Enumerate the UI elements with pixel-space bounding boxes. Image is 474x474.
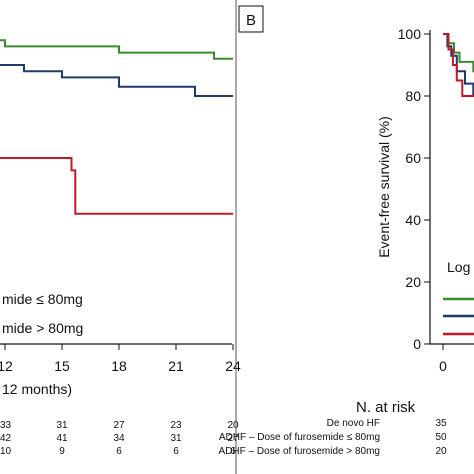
panel-a-risk-cell: 10 <box>0 446 12 457</box>
panel-b-y-axis-label: Event-free survival (%) <box>376 116 392 258</box>
panel-a-risk-cell: 6 <box>173 446 179 457</box>
panel-a-series-3-line <box>0 157 233 215</box>
panel-b: B 100 80 60 40 20 0 0 Event-free survival (%)… <box>219 5 474 457</box>
panel-b-risk-table: De novo HF 35 ADHF – Dose of furosemide ≤ … <box>219 418 447 457</box>
panel-b-series-group <box>443 33 474 97</box>
panel-a-risk-cell: 20 <box>227 420 239 431</box>
panel-b-y-ticks: 100 80 60 40 20 0 <box>398 26 430 352</box>
panel-b-y-tick-label: 100 <box>398 26 422 42</box>
panel-a-risk-cell: 34 <box>113 433 125 444</box>
panel-a-risk-cell: 42 <box>0 433 12 444</box>
panel-a-risk-cell: 27 <box>113 420 125 431</box>
panel-b-legend-title: Log <box>447 259 470 275</box>
panel-b-risk-cell: 35 <box>435 418 447 429</box>
panel-a-x-tick-label: 12 <box>0 358 13 374</box>
panel-a-risk-cell: 6 <box>230 446 236 457</box>
panel-a-risk-cell: 31 <box>170 433 182 444</box>
panel-a-risk-cell: 9 <box>59 446 65 457</box>
panel-a-risk-cell: 23 <box>170 420 182 431</box>
panel-a-x-axis-label: 12 months) <box>2 381 72 397</box>
panel-a-legend-entry-1: mide ≤ 80mg <box>2 291 83 307</box>
panel-a-x-tick-label: 21 <box>168 358 184 374</box>
panel-b-y-tick-label: 20 <box>405 274 421 290</box>
panel-b-series-3-line <box>443 33 474 97</box>
panel-a-x-ticks: 12 15 18 21 24 <box>0 344 241 374</box>
panel-b-risk-row-label: ADHF – Dose of furosemide > 80mg <box>219 446 380 457</box>
panel-b-risk-row-label: ADHF – Dose of furosemide ≤ 80mg <box>219 432 380 443</box>
panel-a-risk-cell: 6 <box>116 446 122 457</box>
panel-b-label-box <box>238 5 264 33</box>
panel-a-risk-table: 33 31 27 23 20 42 41 34 31 27 10 9 6 6 6 <box>0 420 239 457</box>
panel-b-legend <box>443 297 474 336</box>
panel-a-x-tick-label: 24 <box>225 358 241 374</box>
panel-a-series-group <box>0 39 233 215</box>
panel-b-y-tick-label: 40 <box>405 212 421 228</box>
panel-a-risk-cell: 33 <box>0 420 12 431</box>
panel-b-x-ticks: 0 <box>439 344 447 374</box>
panel-b-risk-cell: 20 <box>435 446 447 457</box>
panel-b-x-tick-label: 0 <box>439 358 447 374</box>
panel-a-legend-entry-2: mide > 80mg <box>2 320 83 336</box>
panel-a-risk-cell: 41 <box>56 433 68 444</box>
panel-b-y-tick-label: 80 <box>405 88 421 104</box>
panel-a-series-1-line <box>0 39 233 60</box>
panel-a: 12 15 18 21 24 mide ≤ 80mg mide > 80mg 12 mo… <box>0 39 241 457</box>
panel-b-risk-row-label: De novo HF <box>327 418 380 429</box>
panel-a-risk-cell: 31 <box>56 420 68 431</box>
panel-a-x-tick-label: 15 <box>54 358 70 374</box>
panel-b-risk-cell: 50 <box>435 432 447 443</box>
panel-a-x-tick-label: 18 <box>111 358 127 374</box>
panel-a-risk-cell: 27 <box>227 433 239 444</box>
panel-b-label: B <box>246 12 256 29</box>
panel-b-y-tick-label: 60 <box>405 150 421 166</box>
panel-b-y-tick-label: 0 <box>413 336 421 352</box>
panel-a-series-2-line <box>0 64 233 97</box>
panel-b-series-2-line <box>443 33 474 97</box>
panel-b-risk-title: N. at risk <box>356 399 416 416</box>
